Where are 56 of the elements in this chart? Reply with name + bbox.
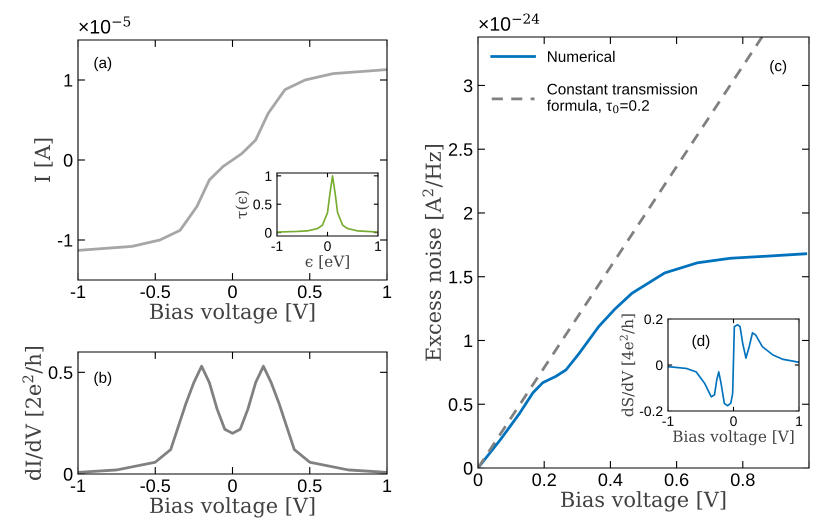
y-tick-label: 2 <box>464 206 472 220</box>
x-axis-title: Bias voltage [V] <box>561 491 726 512</box>
annotation: (a) <box>94 56 112 72</box>
y-axis-title: Excess noise [A$^{2}$/Hz] <box>422 144 444 361</box>
x-tick-label: 1 <box>383 480 392 492</box>
x-tick-label: -0.5 <box>140 479 170 492</box>
line-series <box>277 175 378 233</box>
y-tick-label: 0 <box>656 360 663 370</box>
x-axis-title: Bias voltage [V] <box>673 430 794 446</box>
y-tick-label: 1 <box>265 171 272 181</box>
y-tick-label: 1.5 <box>449 270 472 284</box>
x-axis-title: ϵ [eV] <box>306 255 349 269</box>
x-tick-label: 0.6 <box>664 473 688 486</box>
y-tick-label: 1 <box>464 334 472 348</box>
text: ×10$^{−24}$ <box>479 14 540 31</box>
x-tick-label: 1 <box>796 416 802 426</box>
y-tick-label: 0 <box>464 462 472 475</box>
y-tick-label: 0 <box>64 154 72 167</box>
y-tick-label: 0.5 <box>253 200 272 210</box>
x-tick-label: 0.4 <box>598 473 622 486</box>
x-tick-label: -1 <box>662 416 674 426</box>
y-tick-label: 2.5 <box>448 143 472 156</box>
y-tick-label: 0.5 <box>448 398 472 411</box>
y-tick-label: 0 <box>264 228 272 238</box>
x-tick-label: -1 <box>271 241 282 251</box>
x-axis-title: Bias voltage [V] <box>150 303 314 324</box>
x-tick-label: 0 <box>228 285 237 298</box>
x-tick-label: 1 <box>383 286 392 298</box>
y-tick-label: 1 <box>64 74 72 87</box>
legend-label: Numerical <box>548 50 614 62</box>
y-tick-label: -0.2 <box>640 406 662 416</box>
y-axis-title: dS/dV [4e$^{2}$/h] <box>620 314 636 416</box>
annotation: (b) <box>94 372 112 386</box>
annotation: (c) <box>770 60 786 74</box>
y-tick-label: 3 <box>464 79 472 92</box>
text: ×10$^{−5}$ <box>79 16 130 34</box>
line-series <box>478 252 808 468</box>
x-tick-label: 0.5 <box>298 285 322 298</box>
y-axis-title: τ(ϵ) <box>235 191 250 218</box>
x-tick-label: 0.8 <box>730 473 755 486</box>
y-axis-title: I [A] <box>34 138 53 182</box>
x-tick-label: 0.2 <box>532 473 556 486</box>
y-axis-title: dI/dV [2e$^{2}$/h] <box>22 346 44 480</box>
x-tick-label: 0 <box>730 416 737 426</box>
x-axis-title: Bias voltage [V] <box>150 497 314 518</box>
x-tick-label: 0.5 <box>298 479 322 492</box>
annotation: (d) <box>692 334 710 350</box>
y-tick-label: 0.5 <box>48 366 72 380</box>
x-tick-label: -0.5 <box>140 285 170 298</box>
x-tick-label: 0 <box>324 241 331 252</box>
x-tick-label: 0 <box>228 479 237 492</box>
line-series <box>668 324 799 407</box>
x-tick-label: 1 <box>375 241 382 251</box>
legend-label: Constant transmission formula, τ$_{0}$=0.2 <box>546 83 697 114</box>
x-tick-label: 0 <box>474 473 482 486</box>
y-tick-label: 0.2 <box>644 314 662 324</box>
